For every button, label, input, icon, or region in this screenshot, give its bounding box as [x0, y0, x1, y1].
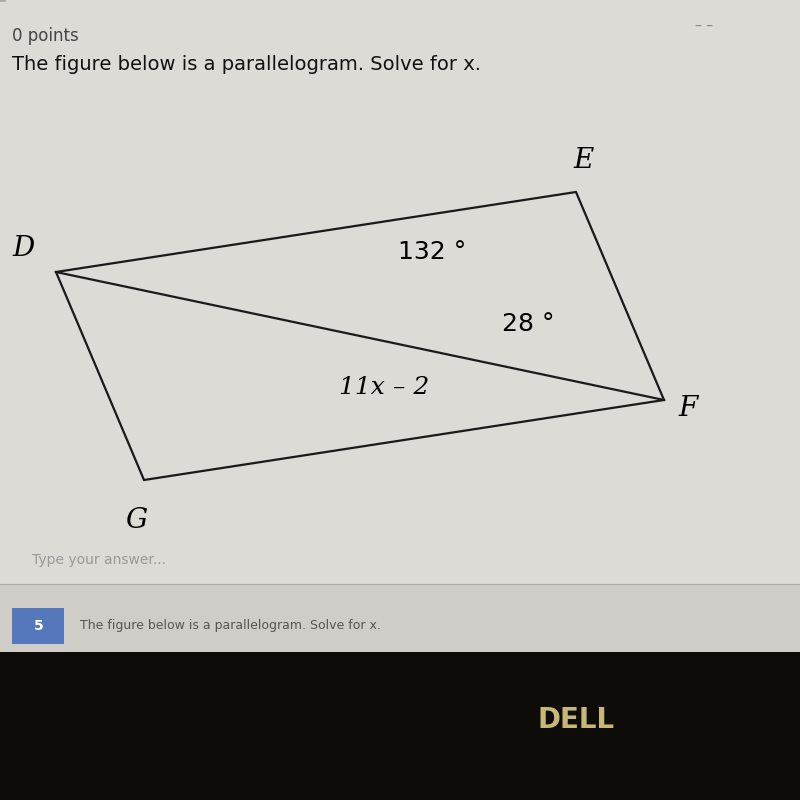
Text: F: F	[678, 394, 698, 422]
Text: The figure below is a parallelogram. Solve for x.: The figure below is a parallelogram. Sol…	[12, 54, 481, 74]
Text: G: G	[125, 506, 147, 534]
Text: 0 points: 0 points	[12, 27, 78, 45]
Text: 132 °: 132 °	[398, 240, 466, 264]
Text: – –: – –	[695, 19, 713, 34]
Text: 11x – 2: 11x – 2	[339, 377, 429, 399]
FancyBboxPatch shape	[0, 584, 800, 652]
FancyBboxPatch shape	[0, 0, 800, 624]
Text: 5: 5	[34, 618, 43, 633]
FancyBboxPatch shape	[12, 608, 64, 644]
FancyBboxPatch shape	[0, 652, 800, 800]
Text: The figure below is a parallelogram. Solve for x.: The figure below is a parallelogram. Sol…	[80, 619, 381, 632]
Text: DELL: DELL	[538, 706, 614, 734]
Text: Type your answer...: Type your answer...	[32, 553, 166, 567]
Text: 28 °: 28 °	[502, 312, 554, 336]
FancyBboxPatch shape	[0, 0, 800, 624]
Text: D: D	[13, 234, 35, 262]
Text: E: E	[574, 146, 594, 174]
